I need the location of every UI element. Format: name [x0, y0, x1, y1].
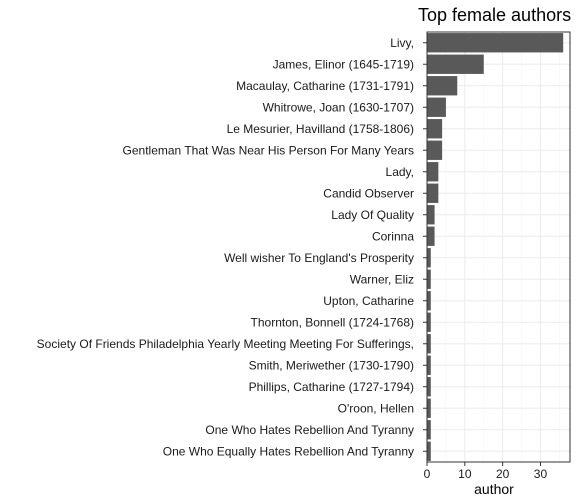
- y-tick-label: Le Mesurier, Havilland (1758-1806): [227, 122, 414, 136]
- y-tick-label: Well wisher To England's Prosperity: [224, 251, 414, 265]
- bar: [427, 420, 431, 440]
- y-tick-label: Candid Observer: [323, 186, 414, 200]
- panel-border: [426, 31, 571, 463]
- bar: [427, 140, 443, 160]
- y-tick-label: Lady,: [386, 165, 414, 179]
- bar: [427, 334, 431, 354]
- y-tick-label: One Who Equally Hates Rebellion And Tyra…: [163, 444, 414, 458]
- y-tick-label: One Who Hates Rebellion And Tyranny: [205, 423, 414, 437]
- bar: [427, 162, 439, 182]
- bar: [427, 398, 431, 418]
- y-tick-label: Lady Of Quality: [331, 208, 414, 222]
- bar: [427, 54, 484, 74]
- bars: [427, 33, 564, 461]
- x-tick-label: 10: [458, 467, 472, 481]
- y-axis: Livy, James, Elinor (1645-1719) Macaulay,…: [37, 36, 427, 458]
- y-tick-label: Phillips, Catharine (1727-1794): [249, 380, 414, 394]
- y-tick-label: Gentleman That Was Near His Person For M…: [123, 143, 414, 157]
- y-tick-label: Thornton, Bonnell (1724-1768): [251, 315, 414, 329]
- bar: [427, 97, 446, 117]
- y-tick-label: James, Elinor (1645-1719): [273, 57, 414, 71]
- bar: [427, 183, 439, 203]
- bar: [427, 441, 431, 461]
- y-tick-label: Macaulay, Catharine (1731-1791): [236, 79, 414, 93]
- bar: [427, 119, 443, 139]
- panel-background: [427, 32, 570, 462]
- y-tick-label: Whitrowe, Joan (1630-1707): [263, 100, 414, 114]
- y-tick-label: O'roon, Hellen: [338, 401, 414, 415]
- bar: [427, 205, 435, 225]
- y-tick-label: Smith, Meriwether (1730-1790): [249, 358, 414, 372]
- y-tick-label: Warner, Eliz: [350, 272, 414, 286]
- bar: [427, 355, 431, 375]
- bar: [427, 248, 431, 268]
- bar: [427, 269, 431, 289]
- y-tick-label: Upton, Catharine: [323, 294, 414, 308]
- bar: [427, 226, 435, 246]
- bar: [427, 377, 431, 397]
- x-tick-label: 30: [534, 467, 548, 481]
- x-axis: 0 10 20 30: [424, 462, 548, 481]
- chart-title: Top female authors: [418, 5, 571, 25]
- y-tick-label: Society Of Friends Philadelphia Yearly M…: [37, 337, 414, 351]
- x-tick-label: 0: [424, 467, 431, 481]
- bar: [427, 312, 431, 332]
- grid-lines: [426, 32, 570, 462]
- x-tick-label: 20: [496, 467, 510, 481]
- bar: [427, 33, 564, 53]
- x-axis-title: author: [474, 481, 514, 497]
- y-tick-label: Livy,: [390, 36, 414, 50]
- bar: [427, 76, 458, 96]
- y-tick-label: Corinna: [372, 229, 414, 243]
- bar: [427, 291, 431, 311]
